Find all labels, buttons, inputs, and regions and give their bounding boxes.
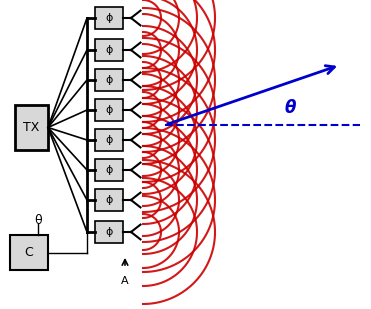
Text: θ: θ xyxy=(34,214,42,226)
FancyBboxPatch shape xyxy=(95,221,123,243)
Text: ϕ: ϕ xyxy=(105,45,113,55)
Text: ϕ: ϕ xyxy=(105,227,113,237)
Text: A: A xyxy=(121,276,129,286)
Text: ϕ: ϕ xyxy=(105,195,113,205)
FancyBboxPatch shape xyxy=(10,235,48,270)
FancyBboxPatch shape xyxy=(95,39,123,61)
FancyBboxPatch shape xyxy=(95,7,123,29)
Text: ϕ: ϕ xyxy=(105,135,113,145)
FancyBboxPatch shape xyxy=(95,69,123,91)
FancyBboxPatch shape xyxy=(95,189,123,211)
Text: ϕ: ϕ xyxy=(105,13,113,23)
Text: ϕ: ϕ xyxy=(105,75,113,85)
FancyBboxPatch shape xyxy=(95,99,123,121)
FancyBboxPatch shape xyxy=(95,159,123,181)
Text: TX: TX xyxy=(23,121,40,134)
Text: C: C xyxy=(24,246,33,259)
Text: θ: θ xyxy=(284,99,296,117)
Text: ϕ: ϕ xyxy=(105,165,113,175)
FancyBboxPatch shape xyxy=(15,105,48,150)
FancyBboxPatch shape xyxy=(95,129,123,151)
Text: ϕ: ϕ xyxy=(105,105,113,115)
